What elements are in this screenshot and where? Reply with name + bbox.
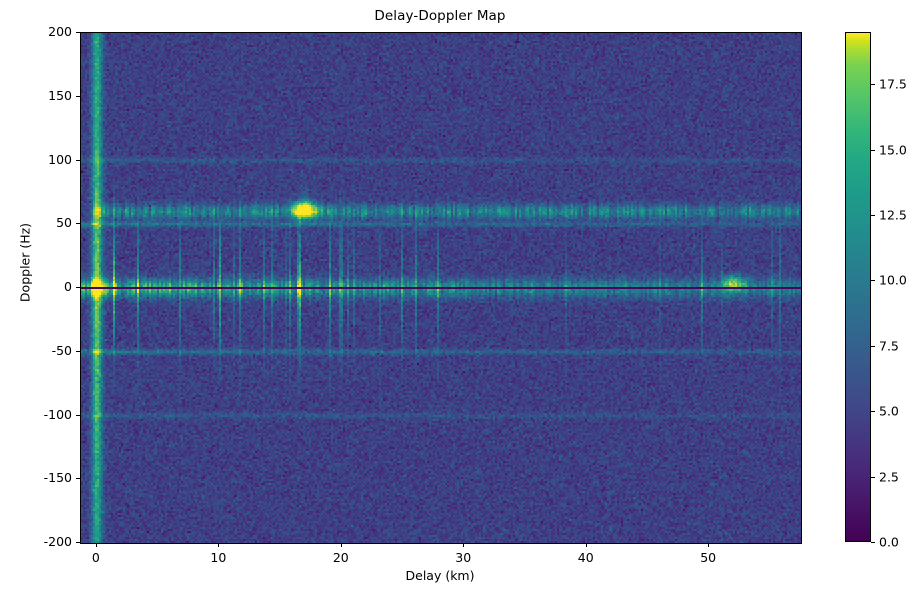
colorbar-tick-mark xyxy=(871,542,875,543)
chart-title: Delay-Doppler Map xyxy=(374,8,506,24)
y-tick-label-wrap: -100 xyxy=(0,407,72,423)
x-tick-mark xyxy=(708,543,710,547)
x-tick-mark xyxy=(340,543,342,547)
colorbar-tick-mark xyxy=(871,280,875,282)
colorbar-tick-label: 7.5 xyxy=(879,338,899,354)
colorbar-tick-label: 5.0 xyxy=(879,403,899,419)
x-tick-label: 40 xyxy=(577,550,594,565)
colorbar-tick-mark xyxy=(871,345,875,347)
y-tick-label: 150 xyxy=(48,87,72,103)
colorbar-tick-label: 0.0 xyxy=(879,534,899,550)
x-tick-label: 30 xyxy=(455,550,472,565)
colorbar-tick-label: 10.0 xyxy=(879,272,907,288)
y-tick-label: 0 xyxy=(64,279,72,294)
x-tick-mark xyxy=(585,543,587,547)
y-tick-label-wrap: 150 xyxy=(0,88,72,104)
colorbar-gradient xyxy=(845,32,871,542)
delay-doppler-heatmap xyxy=(81,33,801,543)
y-tick-label: -100 xyxy=(43,406,72,422)
y-tick-label-wrap: -50 xyxy=(0,343,72,359)
y-tick-label-wrap: -200 xyxy=(0,534,72,550)
y-tick-label: -200 xyxy=(43,534,72,549)
colorbar-tick-label: 15.0 xyxy=(879,142,907,158)
y-tick-mark xyxy=(76,478,80,480)
y-tick-label: 100 xyxy=(48,151,72,167)
y-tick-mark xyxy=(76,350,80,352)
y-tick-label: -150 xyxy=(43,470,72,486)
y-axis-label: Doppler (Hz) xyxy=(17,222,33,303)
colorbar-tick-mark xyxy=(871,411,875,413)
y-tick-label-wrap: 200 xyxy=(0,24,72,40)
colorbar-tick-mark xyxy=(871,84,875,86)
x-tick-label: 0 xyxy=(91,550,100,565)
colorbar-tick-mark xyxy=(871,476,875,478)
colorbar: 0.0 2.5 5.0 7.5 10.0 12.5 15.0 17.5 xyxy=(845,32,907,550)
y-tick-label-wrap: 0 xyxy=(0,279,72,295)
y-tick-label-wrap: 100 xyxy=(0,152,72,168)
x-tick-mark xyxy=(95,543,97,547)
delay-doppler-heatmap-axes xyxy=(80,32,802,544)
y-tick-mark xyxy=(76,542,80,543)
x-tick-label: 20 xyxy=(332,550,349,565)
x-axis-label: Delay (km) xyxy=(405,568,475,583)
y-tick-mark xyxy=(76,223,80,225)
colorbar-tick-label: 17.5 xyxy=(879,76,907,92)
y-tick-label-wrap: -150 xyxy=(0,470,72,486)
y-tick-mark xyxy=(76,159,80,161)
y-tick-label: 200 xyxy=(48,24,72,39)
y-tick-mark xyxy=(76,414,80,416)
x-tick-mark xyxy=(218,543,220,547)
y-tick-label: 50 xyxy=(56,215,72,231)
x-tick-label: 50 xyxy=(700,550,717,565)
colorbar-tick-label: 12.5 xyxy=(879,207,907,223)
y-tick-mark xyxy=(76,95,80,97)
x-tick-mark xyxy=(463,543,465,547)
colorbar-tick-label: 2.5 xyxy=(879,469,899,485)
y-tick-label: -50 xyxy=(51,342,72,358)
y-tick-mark xyxy=(76,32,80,33)
colorbar-tick-mark xyxy=(871,215,875,217)
colorbar-tick-mark xyxy=(871,149,875,151)
y-tick-mark xyxy=(76,287,80,288)
y-tick-label-wrap: 50 xyxy=(0,215,72,231)
x-tick-label: 10 xyxy=(210,550,227,565)
